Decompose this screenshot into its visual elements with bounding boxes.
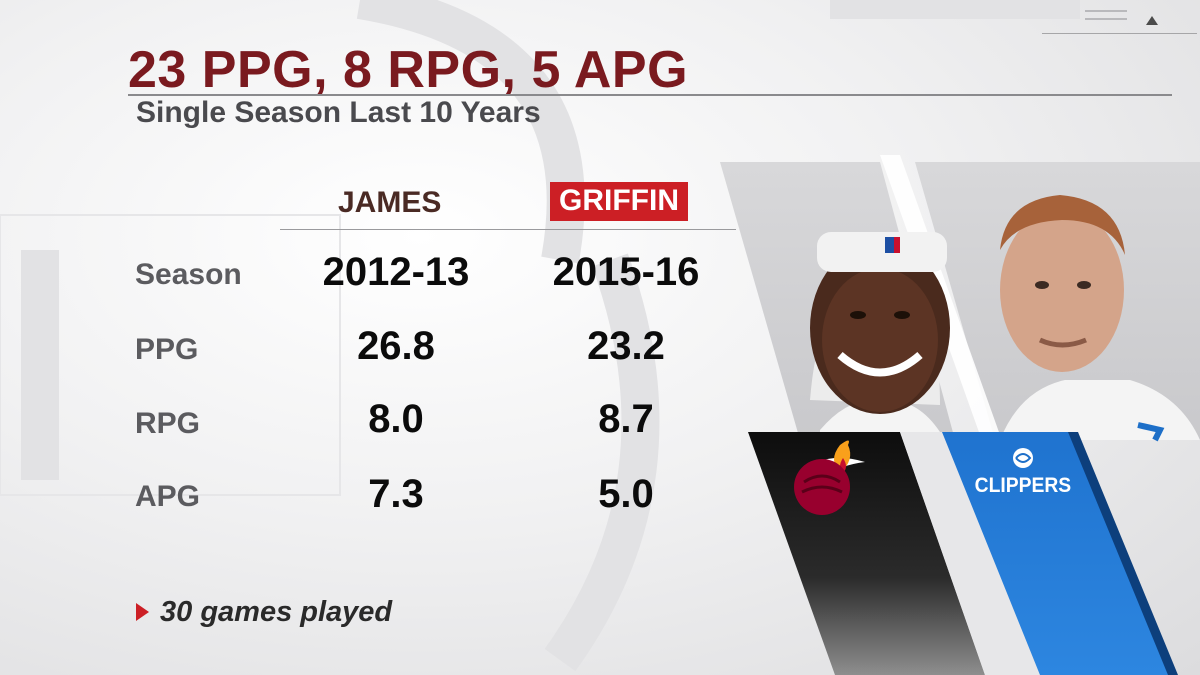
james-rpg: 8.0	[368, 397, 424, 441]
footnote: 30 games played	[160, 596, 393, 628]
page-subtitle: Single Season Last 10 Years	[136, 96, 541, 129]
header-divider	[280, 229, 736, 230]
footnote-arrow-icon	[136, 603, 149, 621]
griffin-apg: 5.0	[598, 472, 654, 516]
clippers-panel	[942, 432, 1170, 675]
up-arrow-icon[interactable]	[1146, 16, 1158, 25]
james-season: 2012-13	[322, 250, 470, 294]
column-header-griffin: GRIFFIN	[550, 182, 688, 221]
griffin-photo	[1000, 195, 1200, 442]
player-photos-panel: CLIPPERS	[720, 155, 1200, 675]
top-divider	[1042, 33, 1197, 34]
clippers-logo-icon: CLIPPERS	[975, 448, 1072, 497]
page-title: 23 PPG, 8 RPG, 5 APG	[128, 41, 689, 99]
james-ppg: 26.8	[357, 324, 435, 368]
heat-logo-icon	[794, 440, 865, 515]
griffin-season: 2015-16	[552, 250, 700, 294]
row-label-season: Season	[135, 258, 242, 291]
title-divider	[128, 94, 1172, 96]
clippers-logo-text: CLIPPERS	[975, 474, 1072, 497]
james-apg: 7.3	[368, 472, 424, 516]
row-label-ppg: PPG	[135, 333, 199, 366]
griffin-ppg: 23.2	[587, 324, 665, 368]
column-header-james: JAMES	[338, 186, 442, 219]
row-label-rpg: RPG	[135, 407, 201, 440]
row-label-apg: APG	[135, 480, 201, 513]
james-photo	[810, 232, 950, 440]
menu-icon[interactable]	[1085, 10, 1127, 30]
griffin-rpg: 8.7	[598, 397, 654, 441]
